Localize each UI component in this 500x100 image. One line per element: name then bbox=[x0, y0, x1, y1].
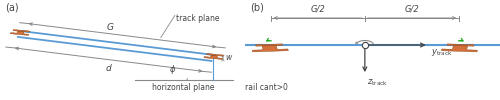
Polygon shape bbox=[10, 31, 29, 35]
Text: G/2: G/2 bbox=[310, 5, 325, 14]
Text: $\phi$: $\phi$ bbox=[169, 63, 176, 76]
Polygon shape bbox=[13, 30, 30, 32]
Polygon shape bbox=[442, 46, 478, 52]
Text: (a): (a) bbox=[5, 3, 18, 13]
Text: $y_\mathrm{track}$: $y_\mathrm{track}$ bbox=[431, 47, 453, 58]
Polygon shape bbox=[447, 44, 474, 46]
Text: G/2: G/2 bbox=[404, 5, 419, 14]
Polygon shape bbox=[206, 54, 224, 56]
Text: horizontal plane: horizontal plane bbox=[152, 83, 215, 92]
Text: d: d bbox=[106, 64, 112, 73]
Polygon shape bbox=[204, 55, 223, 59]
Polygon shape bbox=[252, 46, 288, 52]
Text: w: w bbox=[226, 54, 232, 62]
Text: rail cant>0: rail cant>0 bbox=[245, 83, 288, 92]
Polygon shape bbox=[256, 44, 282, 46]
Text: $z_\mathrm{track}$: $z_\mathrm{track}$ bbox=[368, 77, 388, 88]
Text: track plane: track plane bbox=[176, 14, 220, 23]
Text: G: G bbox=[106, 23, 114, 32]
Text: (b): (b) bbox=[250, 3, 264, 13]
